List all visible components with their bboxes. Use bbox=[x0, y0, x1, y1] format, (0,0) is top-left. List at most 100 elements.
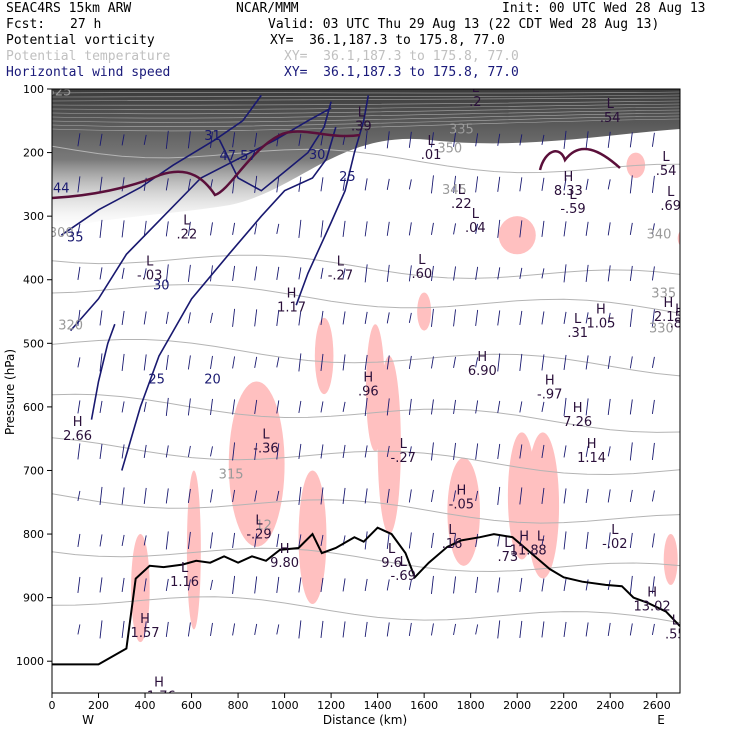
wind-vector bbox=[629, 175, 633, 194]
wind-vector bbox=[342, 354, 346, 371]
wind-vector bbox=[187, 579, 191, 591]
wind-vector bbox=[408, 265, 412, 282]
wind-vector bbox=[519, 353, 523, 371]
wind-vector bbox=[364, 130, 368, 149]
wind-vector bbox=[298, 219, 302, 238]
wind-vector bbox=[320, 577, 324, 592]
pv-extremum-label-line: .96 bbox=[358, 384, 379, 399]
fcst-label: Fcst: bbox=[6, 17, 46, 32]
wind-vector bbox=[497, 310, 501, 326]
wind-vector bbox=[77, 357, 81, 368]
theta-label-line: 350 bbox=[437, 142, 462, 157]
pv-extremum-label-line: 9.6 bbox=[381, 556, 402, 571]
pv-extremum-label-line: H bbox=[573, 401, 583, 416]
wind-vector bbox=[408, 622, 412, 636]
theta-label-line: 340 bbox=[647, 227, 672, 242]
pv-extremum-label: L .16 bbox=[442, 523, 463, 552]
wind-vector bbox=[431, 132, 434, 148]
pv-extremum-label-line: 11.8 bbox=[510, 543, 539, 558]
wind-vector bbox=[165, 221, 169, 237]
pv-shade-patch bbox=[314, 317, 334, 395]
pv-extremum-label-line: L bbox=[146, 255, 154, 270]
wind-vector bbox=[121, 534, 125, 546]
theta-label-line: 330 bbox=[649, 322, 674, 337]
pv-extremum-label: L .22 bbox=[177, 213, 198, 242]
wind-vector bbox=[298, 486, 302, 505]
wind-vector bbox=[165, 488, 169, 504]
x-tick-label: 800 bbox=[228, 699, 249, 712]
wind-vector bbox=[276, 266, 280, 280]
pv-extremum-label-line: L bbox=[388, 542, 396, 557]
wind-contour bbox=[218, 101, 332, 192]
pv-extremum-label: L 1.16 bbox=[170, 561, 199, 590]
wind-vector bbox=[99, 443, 103, 459]
wind-vector bbox=[475, 357, 479, 368]
wind-vector bbox=[165, 578, 169, 591]
pv-extremum-label-line: H bbox=[477, 350, 487, 365]
wind-vector bbox=[320, 534, 324, 546]
wind-vector bbox=[99, 353, 103, 372]
theta-label: 345 bbox=[442, 183, 467, 198]
wind-vector bbox=[121, 577, 125, 592]
x-tick-label: 400 bbox=[135, 699, 156, 712]
wind-vector bbox=[541, 354, 545, 371]
wind-vector bbox=[408, 179, 412, 190]
theta-label: 340 bbox=[647, 227, 672, 242]
wind-vector bbox=[210, 312, 213, 323]
wind-vector bbox=[519, 401, 523, 413]
pv-extremum-label-line: .04 bbox=[465, 221, 486, 236]
wind-vector bbox=[563, 621, 567, 637]
wind-vector bbox=[453, 623, 456, 636]
pv-extremum-label: H -.05 bbox=[449, 484, 474, 513]
pv-extremum-label-line: L bbox=[418, 253, 426, 268]
y-tick-label: 300 bbox=[23, 210, 44, 223]
wind-vector bbox=[541, 311, 545, 325]
wind-vector bbox=[143, 444, 147, 458]
wind-vector bbox=[585, 622, 589, 637]
wind-vector bbox=[607, 131, 611, 148]
wind-vector bbox=[276, 400, 280, 414]
wind-vector bbox=[607, 622, 611, 636]
theta-contour bbox=[52, 145, 680, 174]
wind-vectors bbox=[77, 130, 655, 639]
wind-vector bbox=[276, 533, 280, 547]
wind-vector bbox=[143, 311, 147, 325]
wind-vector bbox=[607, 179, 611, 190]
wind-vector bbox=[475, 400, 479, 414]
wind-vector bbox=[563, 578, 567, 591]
wind-vector bbox=[320, 401, 324, 413]
wind-vector bbox=[77, 266, 81, 280]
wind-vector bbox=[585, 221, 589, 236]
valid-time: Valid: 03 UTC Thu 29 Aug 13 (22 CDT Wed … bbox=[268, 17, 660, 32]
wind-vector bbox=[651, 309, 655, 327]
wind-vector bbox=[276, 576, 280, 593]
wind-vector bbox=[99, 310, 103, 326]
wind-vector bbox=[364, 578, 368, 591]
wind-vector bbox=[298, 534, 302, 547]
pv-extremum-label-line: -.69 bbox=[391, 569, 416, 584]
wind-vector bbox=[254, 309, 258, 327]
pv-extremum-label: L .54 bbox=[600, 97, 621, 126]
pv-extremum-label-line: .69 bbox=[660, 199, 681, 214]
wind-speed-label: 44 bbox=[53, 182, 70, 197]
pv-extremum-label-line: H bbox=[456, 484, 466, 499]
pv-extremum-label: H 6.90 bbox=[468, 350, 497, 379]
theta-label: 335 bbox=[449, 123, 474, 138]
wind-vector bbox=[364, 397, 368, 416]
pv-extremum-label-line: .73 bbox=[498, 550, 519, 565]
wind-vector bbox=[607, 398, 611, 415]
wind-vector bbox=[497, 534, 501, 547]
wind-vector bbox=[408, 222, 412, 236]
wind-vector bbox=[431, 175, 434, 194]
pv-extremum-label: H -1.76 bbox=[142, 676, 176, 705]
wind-vector bbox=[121, 267, 125, 279]
wind-vector bbox=[541, 444, 545, 458]
wind-vector bbox=[408, 579, 412, 591]
wind-vector bbox=[364, 264, 368, 283]
wind-vector bbox=[453, 356, 456, 368]
pv-extremum-label-line: H bbox=[675, 302, 685, 317]
terrain-profile bbox=[52, 526, 680, 666]
wind-vector bbox=[475, 624, 479, 635]
theta-contour bbox=[52, 547, 680, 573]
wind-vector bbox=[563, 311, 567, 324]
